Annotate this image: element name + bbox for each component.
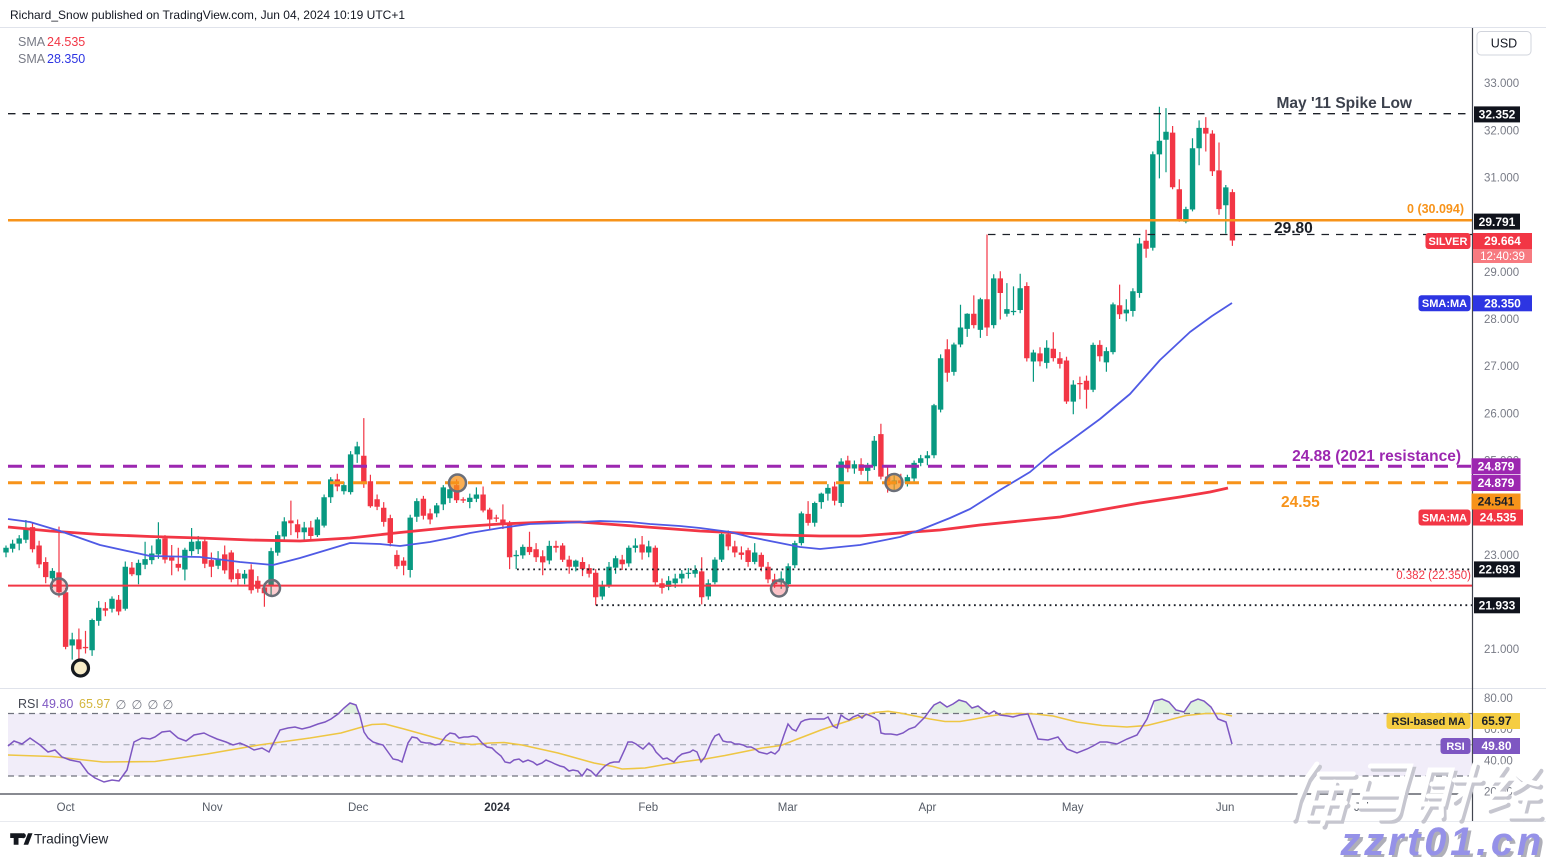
svg-text:21.000: 21.000 — [1484, 644, 1519, 656]
svg-text:2024: 2024 — [484, 802, 510, 814]
svg-text:29.000: 29.000 — [1484, 267, 1519, 279]
svg-text:RSI: RSI — [1446, 741, 1464, 753]
svg-text:0.382 (22.350): 0.382 (22.350) — [1396, 570, 1471, 582]
svg-text:22.693: 22.693 — [1479, 563, 1516, 577]
svg-text:TradingView: TradingView — [34, 832, 109, 847]
svg-text:32.000: 32.000 — [1484, 125, 1519, 137]
svg-text:May '11 Spike Low: May '11 Spike Low — [1277, 95, 1413, 112]
svg-text:24.55: 24.55 — [1281, 494, 1320, 511]
svg-text:26.000: 26.000 — [1484, 408, 1519, 420]
svg-text:40.00: 40.00 — [1484, 755, 1513, 767]
svg-text:SMA:MA: SMA:MA — [1422, 512, 1467, 524]
svg-text:12:40:39: 12:40:39 — [1480, 251, 1525, 263]
svg-text:65.97: 65.97 — [1481, 714, 1511, 728]
svg-text:23.000: 23.000 — [1484, 550, 1519, 562]
svg-text:RSI: RSI — [18, 697, 39, 711]
svg-text:zzrt01.cn: zzrt01.cn — [1343, 823, 1546, 857]
svg-text:29.664: 29.664 — [1484, 234, 1521, 248]
svg-text:24.535: 24.535 — [47, 35, 85, 49]
svg-text:24.879: 24.879 — [1478, 460, 1515, 474]
svg-text:USD: USD — [1491, 37, 1517, 51]
svg-text:Oct: Oct — [57, 802, 76, 814]
svg-text:21.933: 21.933 — [1479, 599, 1516, 613]
svg-text:28.000: 28.000 — [1484, 314, 1519, 326]
svg-text:31.000: 31.000 — [1484, 172, 1519, 184]
svg-text:80.00: 80.00 — [1484, 693, 1513, 705]
svg-text:∅: ∅ — [148, 698, 159, 712]
svg-text:Jun: Jun — [1216, 802, 1235, 814]
svg-text:∅: ∅ — [116, 698, 127, 712]
svg-text:29.791: 29.791 — [1479, 215, 1516, 229]
svg-text:0 (30.094): 0 (30.094) — [1407, 202, 1464, 216]
svg-text:32.352: 32.352 — [1479, 108, 1516, 122]
svg-text:Mar: Mar — [778, 802, 798, 814]
svg-text:24.535: 24.535 — [1480, 511, 1517, 525]
svg-text:∅: ∅ — [163, 698, 174, 712]
svg-text:May: May — [1062, 802, 1084, 814]
svg-text:49.80: 49.80 — [42, 697, 73, 711]
svg-text:49.80: 49.80 — [1481, 739, 1511, 753]
svg-text:Nov: Nov — [202, 802, 223, 814]
svg-text:33.000: 33.000 — [1484, 78, 1519, 90]
svg-text:SMA:MA: SMA:MA — [1422, 298, 1467, 310]
svg-text:28.350: 28.350 — [47, 52, 85, 66]
svg-text:SMA: SMA — [18, 52, 46, 66]
svg-text:SMA: SMA — [18, 35, 46, 49]
svg-text:∅: ∅ — [132, 698, 143, 712]
svg-text:27.000: 27.000 — [1484, 361, 1519, 373]
svg-text:65.97: 65.97 — [79, 697, 110, 711]
svg-text:zzrt01.cn: zzrt01.cn — [1340, 820, 1545, 857]
svg-text:24.879: 24.879 — [1478, 476, 1515, 490]
svg-text:29.80: 29.80 — [1274, 220, 1313, 237]
svg-text:24.88 (2021 resistance): 24.88 (2021 resistance) — [1292, 448, 1461, 465]
svg-text:Feb: Feb — [638, 802, 658, 814]
svg-text:24.541: 24.541 — [1478, 495, 1515, 509]
svg-text:Dec: Dec — [348, 802, 369, 814]
svg-text:SILVER: SILVER — [1429, 236, 1468, 248]
svg-text:RSI-based MA: RSI-based MA — [1392, 716, 1466, 728]
svg-text:28.350: 28.350 — [1484, 297, 1521, 311]
svg-text:Apr: Apr — [918, 802, 936, 814]
svg-text:Richard_Snow published on Trad: Richard_Snow published on TradingView.co… — [10, 8, 405, 22]
